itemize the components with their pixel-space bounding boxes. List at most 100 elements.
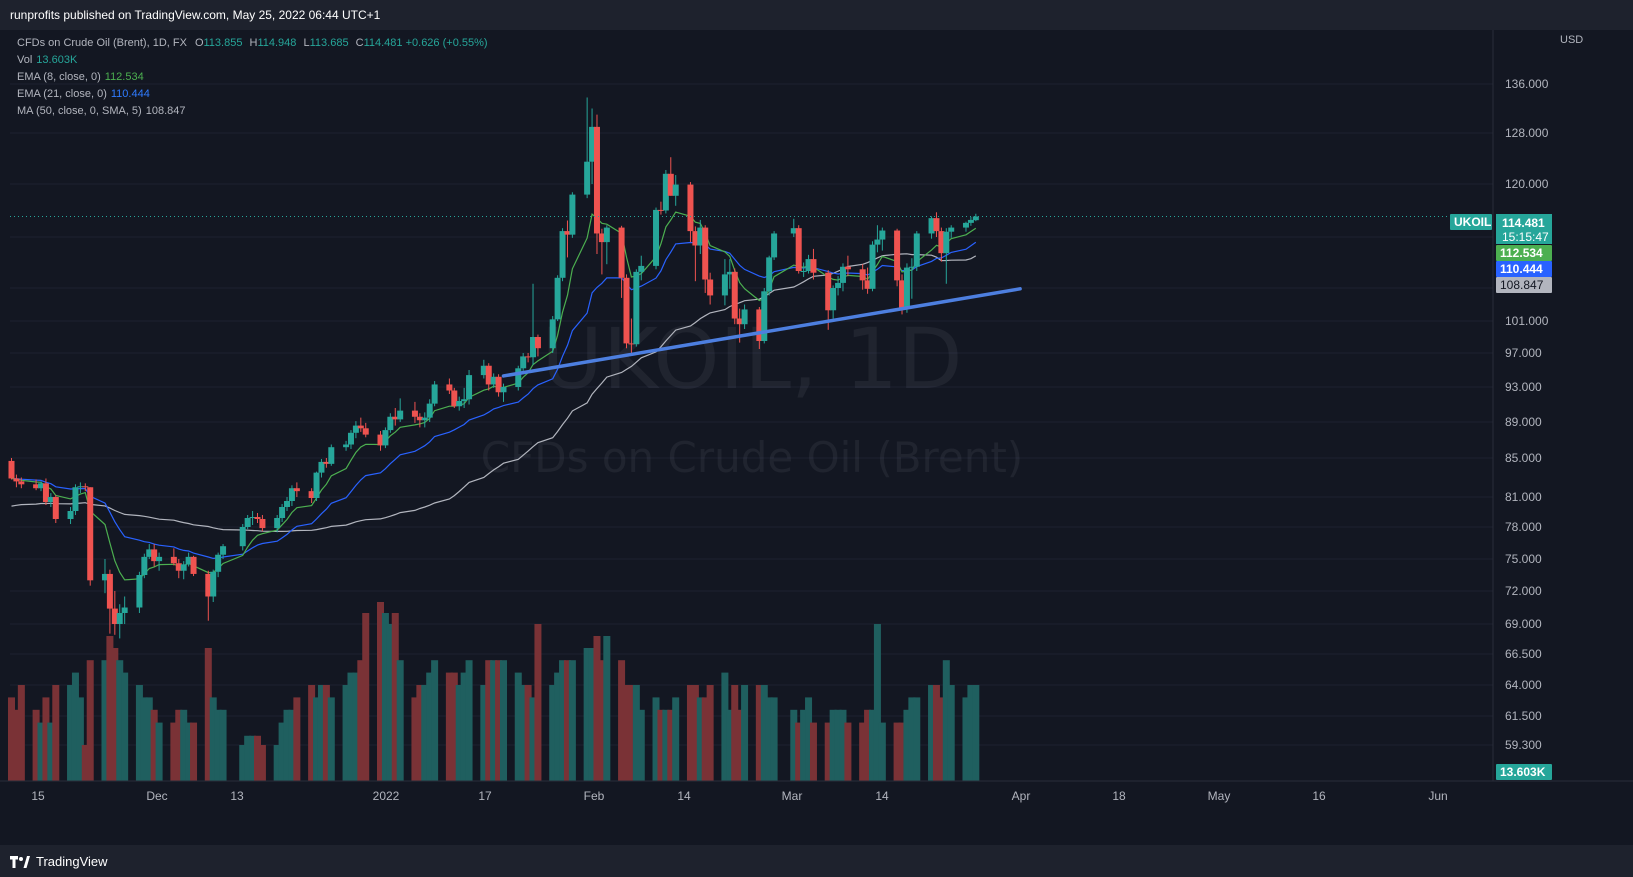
- candle: [584, 97, 591, 199]
- candle: [387, 413, 394, 433]
- volume-bar: [317, 685, 325, 781]
- volume-bar: [185, 722, 193, 781]
- candle-body: [357, 425, 364, 429]
- candle-body: [653, 209, 660, 266]
- candle-body: [766, 257, 773, 292]
- legend-symbol-title[interactable]: CFDs on Crude Oil (Brent), 1D, FX: [17, 37, 187, 49]
- volume-bar: [244, 735, 252, 781]
- candle: [47, 493, 54, 507]
- candle: [761, 288, 768, 344]
- volume-value: 13.603K: [36, 54, 78, 66]
- candle-body: [293, 488, 300, 492]
- candle: [731, 268, 738, 325]
- candle-body: [308, 491, 315, 498]
- candle: [451, 387, 458, 408]
- candle-body: [156, 556, 163, 562]
- price-tick-label: 59.300: [1505, 738, 1542, 752]
- volume-tag-bg: [1496, 764, 1552, 780]
- candle-body: [279, 507, 286, 518]
- candle-body: [697, 227, 704, 246]
- volume-bar: [485, 660, 493, 781]
- candle: [638, 255, 645, 281]
- candle: [72, 484, 79, 515]
- candle: [13, 474, 20, 488]
- legend-volume-row[interactable]: Vol 13.603K: [17, 52, 488, 69]
- candle: [446, 378, 453, 394]
- candle: [972, 213, 979, 222]
- volume-bar: [32, 709, 40, 781]
- legend-ma50-row[interactable]: MA (50, close, 0, SMA, 5) 108.847: [17, 103, 488, 120]
- volume-bar: [834, 709, 842, 781]
- candle: [835, 276, 842, 296]
- volume-bar: [362, 613, 370, 781]
- candle-body: [564, 231, 571, 235]
- candle-body: [288, 488, 295, 501]
- candle-body: [274, 518, 281, 529]
- time-tick-label: Feb: [584, 789, 605, 803]
- candle-body: [672, 184, 679, 196]
- change-value: +0.626 (+0.55%): [405, 37, 488, 49]
- candle-body: [205, 573, 212, 597]
- tradingview-logo[interactable]: TradingView: [10, 854, 108, 869]
- volume-bar: [967, 685, 975, 781]
- volume-bar: [258, 745, 266, 781]
- volume-bar: [111, 648, 119, 781]
- footer-bar: [0, 845, 1633, 877]
- volume-bar: [869, 709, 876, 781]
- candle: [790, 218, 797, 237]
- volume-bar: [426, 672, 434, 781]
- price-tick-label: 128.000: [1505, 126, 1549, 140]
- volume-bar: [844, 722, 852, 781]
- ma50-tag: 108.847: [1496, 277, 1552, 293]
- volume-bar: [101, 660, 109, 781]
- candle: [702, 225, 709, 293]
- candle: [170, 548, 177, 566]
- candle-body: [421, 417, 428, 421]
- candle-body: [771, 233, 778, 258]
- candle: [938, 227, 945, 262]
- price-tick-label: 75.000: [1505, 552, 1542, 566]
- candle-body: [908, 266, 915, 268]
- volume-bar: [17, 685, 25, 781]
- ema21-tag-bg: [1496, 261, 1552, 277]
- candle-body: [628, 343, 635, 345]
- legend-ema21-row[interactable]: EMA (21, close, 0) 110.444: [17, 86, 488, 103]
- volume-bar: [52, 685, 60, 781]
- candle: [766, 255, 773, 296]
- candle: [864, 267, 871, 294]
- candle-body: [894, 230, 901, 281]
- candle-body: [721, 274, 728, 296]
- candle: [933, 212, 940, 237]
- price-tick-label: 89.000: [1505, 415, 1542, 429]
- volume-bar: [618, 660, 626, 781]
- chart-area[interactable]: UKOIL, 1D CFDs on Crude Oil (Brent) 136.00…: [0, 30, 1633, 845]
- candle: [323, 458, 330, 468]
- candle-body: [741, 309, 748, 325]
- candle: [431, 381, 438, 407]
- candle-body: [549, 319, 556, 349]
- candle-body: [13, 478, 20, 482]
- candle-body: [515, 368, 522, 387]
- volume-bar: [800, 709, 808, 781]
- time-axis-bg: [0, 781, 1633, 808]
- candle-body: [859, 269, 866, 281]
- volume-bar: [809, 722, 817, 781]
- volume-bar: [691, 685, 699, 781]
- volume-bar: [529, 697, 537, 781]
- volume-bar: [308, 685, 316, 781]
- candle-body: [38, 483, 45, 489]
- volume-bar: [937, 697, 945, 781]
- candle: [667, 157, 674, 196]
- volume-bar: [209, 697, 217, 781]
- candle-body: [569, 194, 576, 235]
- candle: [249, 511, 256, 525]
- volume-bar: [322, 685, 330, 781]
- candle-body: [466, 375, 473, 400]
- price-tick-label: 93.000: [1505, 380, 1542, 394]
- chart-background: [0, 30, 1633, 845]
- price-tick-label: 136.000: [1505, 77, 1549, 91]
- volume-bar: [455, 685, 463, 781]
- legend-ema8-row[interactable]: EMA (8, close, 0) 112.534: [17, 69, 488, 86]
- volume-bar: [667, 709, 675, 781]
